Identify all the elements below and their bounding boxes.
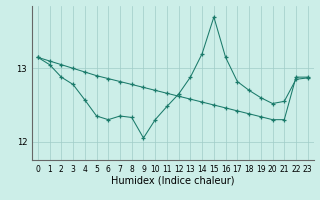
- X-axis label: Humidex (Indice chaleur): Humidex (Indice chaleur): [111, 175, 235, 185]
